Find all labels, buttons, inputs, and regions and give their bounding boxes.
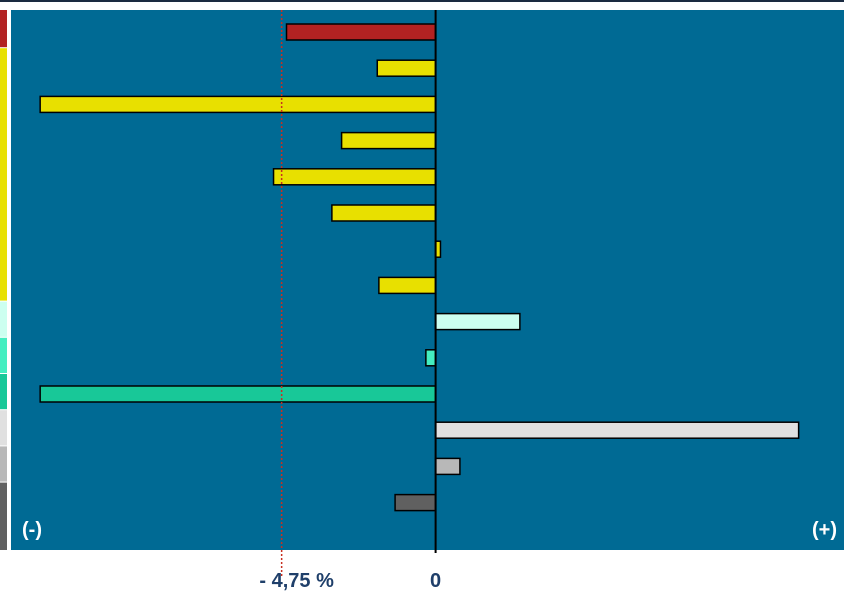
negative-side-label: (-) [22, 519, 42, 541]
positive-side-label: (+) [812, 519, 837, 541]
group-strip-5 [0, 410, 7, 446]
bar-12 [434, 457, 461, 476]
group-strip-1 [0, 48, 7, 301]
group-strip-7 [0, 482, 7, 550]
zero-tick-label: 0 [430, 570, 441, 591]
bar-13 [394, 493, 437, 512]
bar-5 [331, 204, 437, 222]
group-strip-2 [0, 301, 7, 337]
bar-4 [272, 168, 437, 186]
group-strip-4 [0, 374, 7, 410]
bar-1 [376, 59, 437, 77]
bar-7 [378, 276, 437, 295]
bar-8 [434, 312, 521, 331]
bar-10 [39, 385, 437, 403]
group-strip-0 [0, 10, 7, 48]
bar-3 [340, 131, 437, 150]
bar-11 [434, 421, 800, 439]
bar-9 [425, 349, 437, 367]
group-strip-3 [0, 337, 7, 373]
bar-0 [285, 23, 437, 41]
reference-value-label: - 4,75 % [259, 570, 334, 591]
group-strips [0, 10, 7, 550]
group-strip-6 [0, 446, 7, 482]
bar-2 [39, 95, 437, 114]
